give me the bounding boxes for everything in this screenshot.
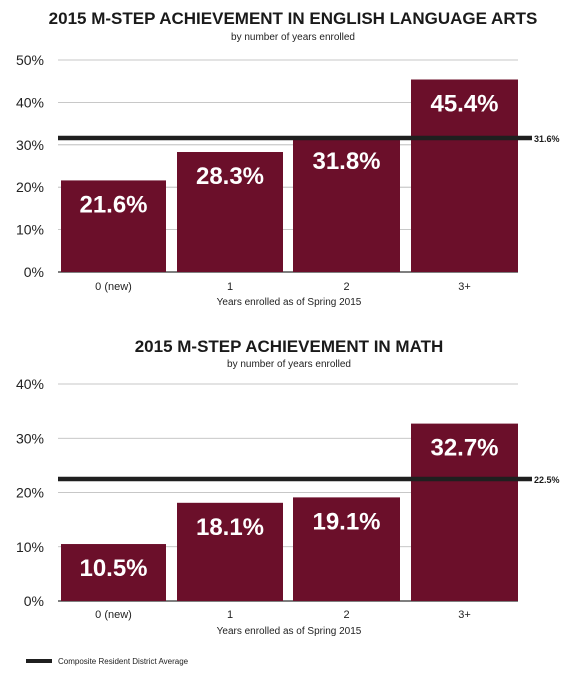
ela-x-axis-label: Years enrolled as of Spring 2015 [217,297,362,308]
math-chart-title: 2015 M-STEP ACHIEVEMENT IN MATH [135,337,444,356]
math-y-tick-label: 0% [24,593,44,609]
ela-y-tick-label: 10% [16,222,44,238]
ela-chart-subtitle: by number of years enrolled [231,32,355,43]
math-bar-data-label: 10.5% [79,555,147,582]
math-bar [61,544,166,601]
ela-bar-data-label: 28.3% [196,163,264,190]
math-y-tick-label: 30% [16,430,44,446]
ela-y-tick-label: 30% [16,137,44,153]
math-district-average-label: 22.5% [534,475,560,485]
legend: Composite Resident District Average [26,657,189,666]
ela-category-label: 1 [227,281,233,293]
math-bar [293,497,400,601]
math-category-label: 3+ [458,609,471,621]
math-category-label: 1 [227,609,233,621]
ela-district-average-label: 31.6% [534,134,560,144]
ela-bar-data-label: 45.4% [430,91,498,118]
ela-bar [61,180,166,272]
math-bar-data-label: 32.7% [430,435,498,462]
legend-label: Composite Resident District Average [58,657,189,666]
math-x-axis-label: Years enrolled as of Spring 2015 [217,626,362,637]
math-y-tick-label: 10% [16,539,44,555]
ela-category-label: 3+ [458,281,471,293]
ela-bar-data-label: 21.6% [79,191,147,218]
ela-bar [293,137,400,272]
ela-y-tick-label: 40% [16,94,44,110]
ela-category-label: 2 [343,281,349,293]
math-bar [411,423,518,601]
ela-chart-title: 2015 M-STEP ACHIEVEMENT IN ENGLISH LANGU… [49,9,538,28]
ela-category-label: 0 (new) [95,281,132,293]
ela-bar [411,79,518,272]
legend-line-swatch [26,659,52,663]
math-y-tick-label: 40% [16,376,44,392]
math-chart: 2015 M-STEP ACHIEVEMENT IN MATH by numbe… [16,337,560,637]
math-category-label: 2 [343,609,349,621]
math-bar-data-label: 18.1% [196,514,264,541]
ela-y-tick-label: 20% [16,179,44,195]
ela-y-tick-label: 50% [16,52,44,68]
math-y-tick-label: 20% [16,485,44,501]
math-category-label: 0 (new) [95,609,132,621]
math-bar [177,502,283,601]
ela-chart: 2015 M-STEP ACHIEVEMENT IN ENGLISH LANGU… [16,9,560,308]
math-bar-data-label: 19.1% [312,508,380,535]
ela-bar [177,152,283,272]
math-chart-subtitle: by number of years enrolled [227,359,351,370]
ela-y-tick-label: 0% [24,264,44,280]
ela-bar-data-label: 31.8% [312,148,380,175]
